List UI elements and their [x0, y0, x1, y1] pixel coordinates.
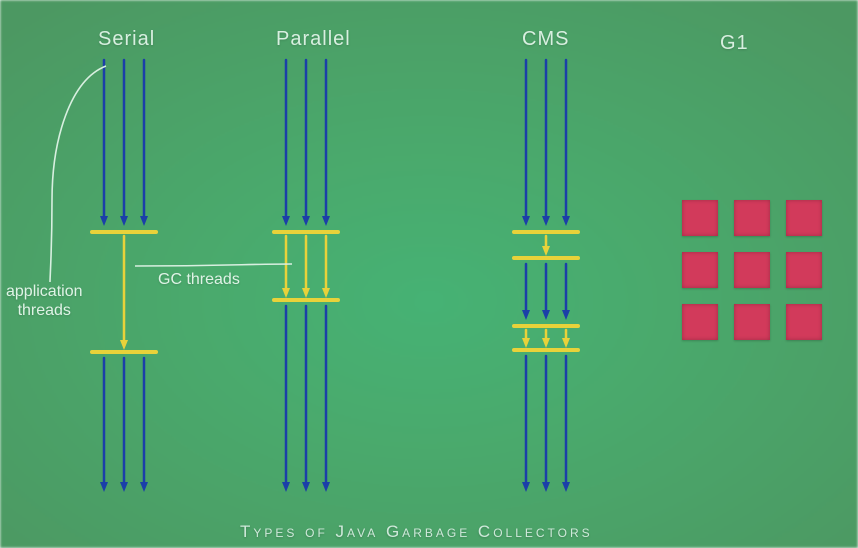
app-thread-arrow	[100, 60, 108, 226]
g1-region-cell	[786, 200, 822, 236]
app-thread-arrow	[522, 60, 530, 226]
app-thread-arrow	[140, 358, 148, 492]
g1-region-cell	[734, 252, 770, 288]
label-gc-threads: GC threads	[158, 270, 240, 289]
app-thread-arrow	[562, 356, 570, 492]
app-thread-arrow	[562, 264, 570, 320]
app-thread-arrow	[282, 60, 290, 226]
app-thread-arrow	[522, 356, 530, 492]
app-thread-arrow	[120, 60, 128, 226]
app-thread-arrow	[542, 60, 550, 226]
app-thread-arrow	[562, 60, 570, 226]
g1-region-cell	[734, 200, 770, 236]
app-thread-arrow	[522, 264, 530, 320]
gc-thread-arrow	[322, 236, 330, 298]
g1-region-cell	[786, 252, 822, 288]
g1-region-cell	[734, 304, 770, 340]
gc-thread-arrow	[120, 236, 128, 350]
app-thread-arrow	[542, 264, 550, 320]
app-thread-arrow	[302, 60, 310, 226]
app-thread-arrow	[322, 60, 330, 226]
callout-line-gc-threads	[135, 264, 292, 266]
g1-region-cell	[786, 304, 822, 340]
g1-region-cell	[682, 304, 718, 340]
app-thread-arrow	[120, 358, 128, 492]
label-application-threads: application threads	[6, 282, 83, 320]
diagram-caption: Types of Java Garbage Collectors	[240, 522, 593, 542]
gc-thread-arrow	[542, 330, 550, 348]
gc-thread-arrow	[542, 236, 550, 256]
callout-line-app-threads	[50, 66, 106, 282]
app-thread-arrow	[282, 306, 290, 492]
g1-region-grid	[682, 200, 822, 340]
gc-thread-arrow	[302, 236, 310, 298]
gc-thread-arrow	[282, 236, 290, 298]
gc-thread-arrow	[562, 330, 570, 348]
g1-region-cell	[682, 252, 718, 288]
g1-region-cell	[682, 200, 718, 236]
gc-thread-arrow	[522, 330, 530, 348]
app-thread-arrow	[542, 356, 550, 492]
app-thread-arrow	[140, 60, 148, 226]
app-thread-arrow	[322, 306, 330, 492]
app-thread-arrow	[100, 358, 108, 492]
diagram-stage: Serial Parallel CMS G1 application threa…	[0, 0, 858, 548]
app-thread-arrow	[302, 306, 310, 492]
